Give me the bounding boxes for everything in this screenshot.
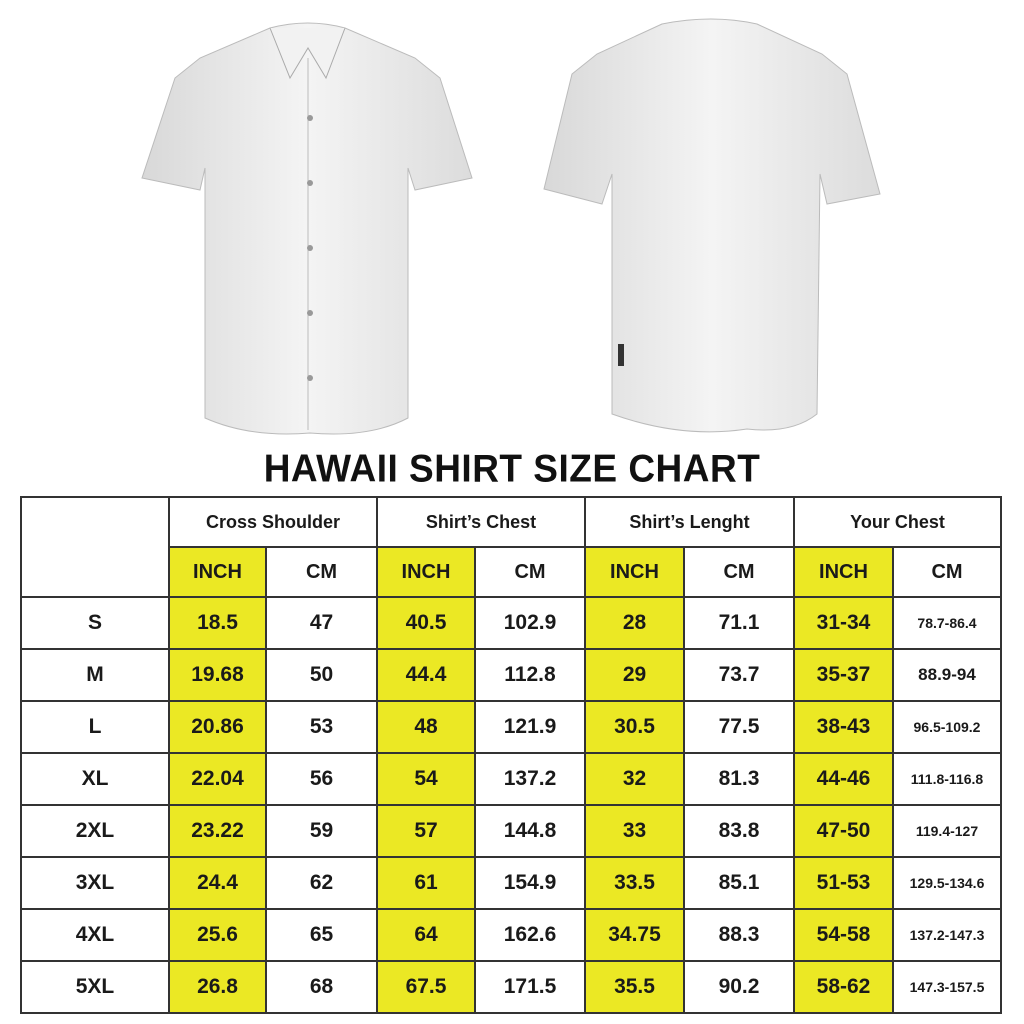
header-cross-shoulder: Cross Shoulder <box>168 496 378 548</box>
unit-cm: CM <box>265 546 378 598</box>
inch-cell: 35-37 <box>793 648 894 702</box>
cm-cell: 88.3 <box>683 908 795 962</box>
inch-cell: 34.75 <box>584 908 685 962</box>
cm-cell: 62 <box>265 856 378 910</box>
cm-cell: 50 <box>265 648 378 702</box>
table-row: 4XL 25.6 65 64 162.6 34.75 88.3 54-58 137.2-147.… <box>20 908 1002 962</box>
header-shirts-length: Shirt’s Lenght <box>584 496 795 548</box>
shirt-front-image <box>141 22 473 435</box>
cm-cell: 129.5-134.6 <box>892 856 1002 910</box>
cm-cell: 102.9 <box>474 596 586 650</box>
inch-cell: 38-43 <box>793 700 894 754</box>
inch-cell: 33.5 <box>584 856 685 910</box>
inch-cell: 22.04 <box>168 752 267 806</box>
size-label: 4XL <box>20 908 170 962</box>
table-row: 3XL 24.4 62 61 154.9 33.5 85.1 51-53 129.5-134.6 <box>20 856 1002 910</box>
unit-inch: INCH <box>793 546 894 598</box>
inch-cell: 20.86 <box>168 700 267 754</box>
cm-cell: 85.1 <box>683 856 795 910</box>
inch-cell: 58-62 <box>793 960 894 1014</box>
cm-cell: 154.9 <box>474 856 586 910</box>
table-row: S 18.5 47 40.5 102.9 28 71.1 31-34 78.7-86.4 <box>20 596 1002 650</box>
size-label: 5XL <box>20 960 170 1014</box>
inch-cell: 18.5 <box>168 596 267 650</box>
inch-cell: 64 <box>376 908 476 962</box>
unit-cm: CM <box>474 546 586 598</box>
size-label: M <box>20 648 170 702</box>
cm-cell: 88.9-94 <box>892 648 1002 702</box>
cm-cell: 78.7-86.4 <box>892 596 1002 650</box>
cm-cell: 81.3 <box>683 752 795 806</box>
cm-cell: 77.5 <box>683 700 795 754</box>
unit-cm: CM <box>683 546 795 598</box>
unit-inch: INCH <box>168 546 267 598</box>
cm-cell: 65 <box>265 908 378 962</box>
cm-cell: 53 <box>265 700 378 754</box>
inch-cell: 44-46 <box>793 752 894 806</box>
inch-cell: 24.4 <box>168 856 267 910</box>
inch-cell: 25.6 <box>168 908 267 962</box>
cm-cell: 83.8 <box>683 804 795 858</box>
inch-cell: 54 <box>376 752 476 806</box>
inch-cell: 29 <box>584 648 685 702</box>
cm-cell: 111.8-116.8 <box>892 752 1002 806</box>
unit-inch: INCH <box>584 546 685 598</box>
inch-cell: 28 <box>584 596 685 650</box>
size-label: 2XL <box>20 804 170 858</box>
chart-title: HAWAII SHIRT SIZE CHART <box>263 446 761 490</box>
header-shirts-chest: Shirt’s Chest <box>376 496 586 548</box>
inch-cell: 35.5 <box>584 960 685 1014</box>
inch-cell: 57 <box>376 804 476 858</box>
cm-cell: 137.2 <box>474 752 586 806</box>
cm-cell: 137.2-147.3 <box>892 908 1002 962</box>
corner-cell <box>20 496 170 598</box>
inch-cell: 54-58 <box>793 908 894 962</box>
inch-cell: 19.68 <box>168 648 267 702</box>
size-table: Cross Shoulder Shirt’s Chest Shirt’s Len… <box>20 496 1002 1014</box>
cm-cell: 171.5 <box>474 960 586 1014</box>
size-label: 3XL <box>20 856 170 910</box>
table-row: 5XL 26.8 68 67.5 171.5 35.5 90.2 58-62 147.3-157… <box>20 960 1002 1014</box>
cm-cell: 47 <box>265 596 378 650</box>
inch-cell: 32 <box>584 752 685 806</box>
cm-cell: 59 <box>265 804 378 858</box>
table-row: XL 22.04 56 54 137.2 32 81.3 44-46 111.8-116.8 <box>20 752 1002 806</box>
cm-cell: 96.5-109.2 <box>892 700 1002 754</box>
shirt-back-image <box>543 18 881 433</box>
cm-cell: 90.2 <box>683 960 795 1014</box>
size-label: L <box>20 700 170 754</box>
inch-cell: 30.5 <box>584 700 685 754</box>
cm-cell: 73.7 <box>683 648 795 702</box>
size-label: XL <box>20 752 170 806</box>
inch-cell: 44.4 <box>376 648 476 702</box>
inch-cell: 23.22 <box>168 804 267 858</box>
table-row: L 20.86 53 48 121.9 30.5 77.5 38-43 96.5-109.2 <box>20 700 1002 754</box>
cm-cell: 68 <box>265 960 378 1014</box>
cm-cell: 56 <box>265 752 378 806</box>
inch-cell: 26.8 <box>168 960 267 1014</box>
inch-cell: 40.5 <box>376 596 476 650</box>
inch-cell: 31-34 <box>793 596 894 650</box>
cm-cell: 144.8 <box>474 804 586 858</box>
cm-cell: 121.9 <box>474 700 586 754</box>
inch-cell: 51-53 <box>793 856 894 910</box>
inch-cell: 61 <box>376 856 476 910</box>
header-your-chest: Your Chest <box>793 496 1002 548</box>
size-label: S <box>20 596 170 650</box>
cm-cell: 147.3-157.5 <box>892 960 1002 1014</box>
inch-cell: 48 <box>376 700 476 754</box>
cm-cell: 119.4-127 <box>892 804 1002 858</box>
unit-inch: INCH <box>376 546 476 598</box>
inch-cell: 67.5 <box>376 960 476 1014</box>
inch-cell: 33 <box>584 804 685 858</box>
unit-cm: CM <box>892 546 1002 598</box>
cm-cell: 112.8 <box>474 648 586 702</box>
table-row: M 19.68 50 44.4 112.8 29 73.7 35-37 88.9-94 <box>20 648 1002 702</box>
cm-cell: 71.1 <box>683 596 795 650</box>
inch-cell: 47-50 <box>793 804 894 858</box>
cm-cell: 162.6 <box>474 908 586 962</box>
table-row: 2XL 23.22 59 57 144.8 33 83.8 47-50 119.4-127 <box>20 804 1002 858</box>
